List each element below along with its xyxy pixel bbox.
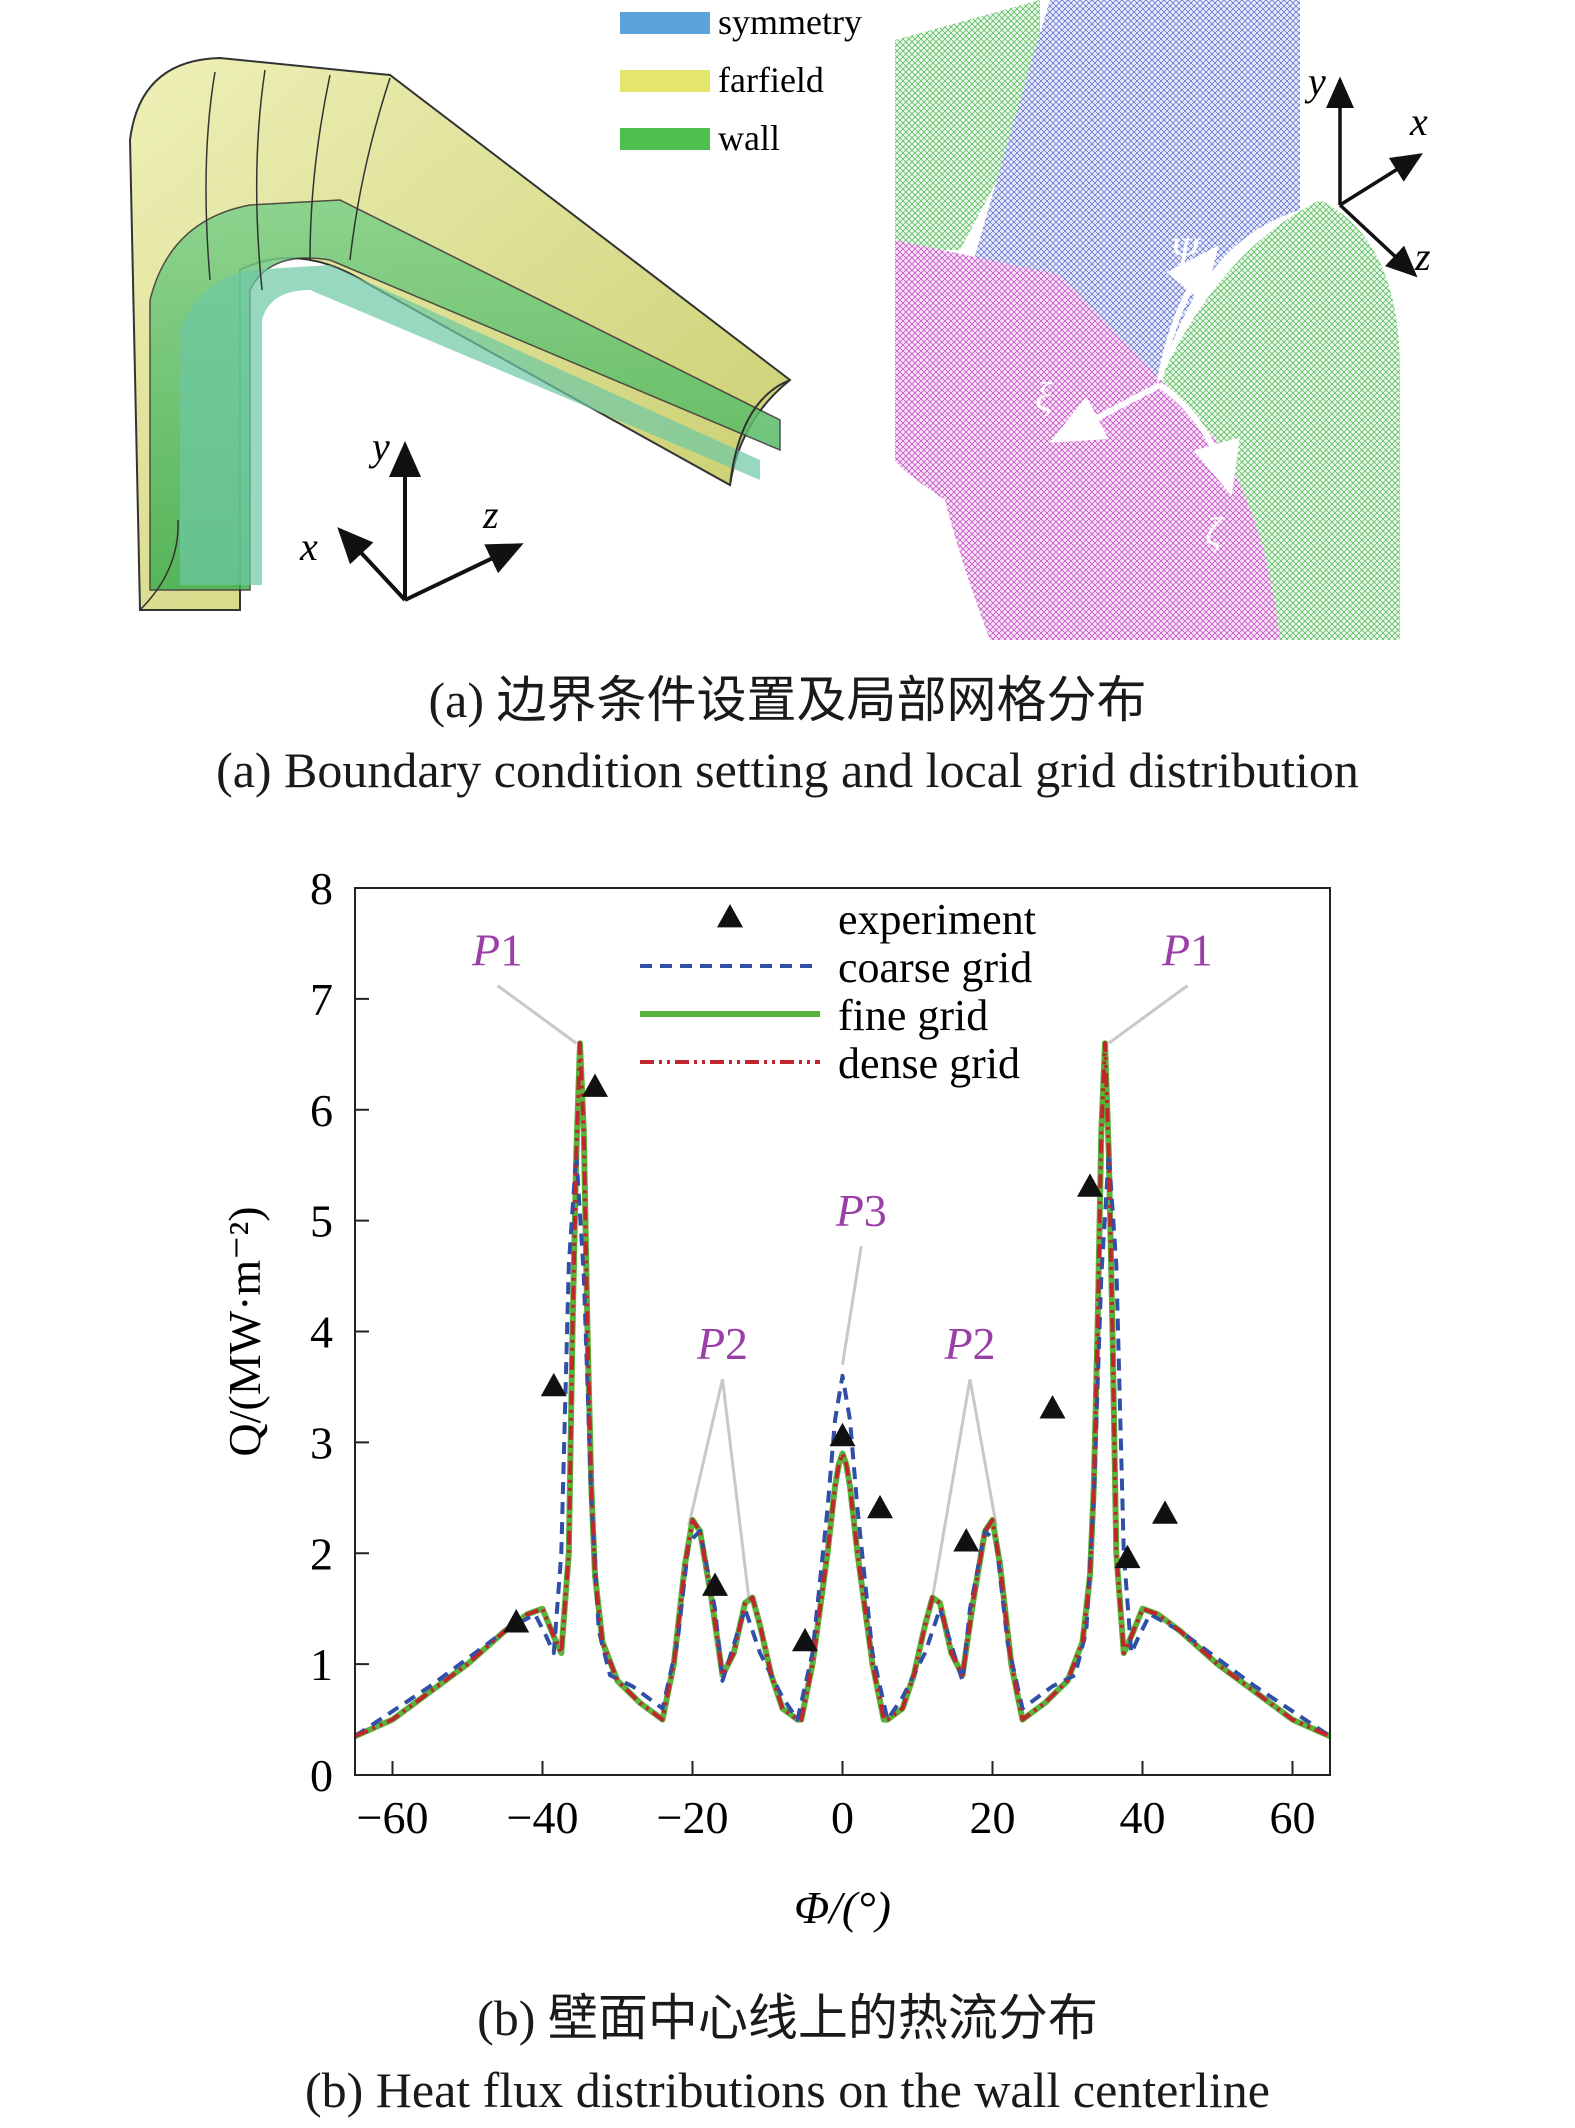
axis-ticks: −60 −40 −20 0 20 40 60 0 1 2 3 4 5 6 7 8 xyxy=(310,863,1316,1843)
experiment-marker xyxy=(582,1073,608,1097)
annotation-label: P1 xyxy=(471,925,523,976)
experiment-marker xyxy=(867,1494,893,1519)
y-tick-label: 2 xyxy=(310,1528,333,1579)
axes-right: y x z xyxy=(1304,59,1431,279)
experiment-marker xyxy=(953,1528,980,1552)
series-line-coarse-grid xyxy=(353,1152,1332,1738)
x-tick-label: 0 xyxy=(831,1792,854,1843)
legend-label-wall: wall xyxy=(718,118,780,158)
annotation-leader-line xyxy=(841,1245,863,1365)
panel-a-geometry-figure: y z x symmetry farfield wall Ψ ξ ζ xyxy=(0,0,1575,660)
annotation-label: P1 xyxy=(1161,925,1213,976)
axis-left-z-label: z xyxy=(482,492,499,537)
experiment-markers xyxy=(503,1073,1178,1652)
legend-label: experiment xyxy=(838,895,1036,944)
experiment-marker xyxy=(1077,1173,1103,1197)
experiment-marker xyxy=(1039,1395,1066,1419)
y-tick-label: 4 xyxy=(310,1307,333,1358)
annotation-label: P3 xyxy=(835,1185,887,1236)
annotation-label: P2 xyxy=(943,1318,995,1369)
axes-left: y z x xyxy=(299,424,524,602)
x-tick-label: 20 xyxy=(970,1792,1016,1843)
legend-label: dense grid xyxy=(838,1039,1020,1088)
x-tick-label: 40 xyxy=(1120,1792,1166,1843)
x-tick-label: −20 xyxy=(657,1792,729,1843)
psi-label: Ψ xyxy=(1170,229,1202,274)
local-mesh-view: Ψ ξ ζ xyxy=(895,0,1400,640)
annotation-leader-line xyxy=(687,1378,724,1526)
legend-label-symmetry: symmetry xyxy=(718,2,862,42)
annotation-label: P2 xyxy=(696,1318,748,1369)
experiment-marker xyxy=(1114,1544,1141,1569)
legend-label: fine grid xyxy=(838,991,988,1040)
x-tick-label: −60 xyxy=(357,1792,429,1843)
caption-a-english: (a) Boundary condition setting and local… xyxy=(216,742,1359,798)
annotation-leader-line xyxy=(496,984,578,1045)
heat-flux-chart: P1 P1 P2 P2 P3 −60 −40 −20 0 20 40 60 0 1 2 3 4 5 6 7 8 exp… xyxy=(219,863,1332,1933)
y-tick-label: 8 xyxy=(310,863,333,914)
y-tick-label: 6 xyxy=(310,1085,333,1136)
y-tick-label: 3 xyxy=(310,1417,333,1468)
experiment-marker xyxy=(792,1627,818,1652)
annotation-leader-line xyxy=(968,1378,998,1526)
x-axis-label: Φ/(°) xyxy=(794,1882,891,1933)
x-tick-label: −40 xyxy=(507,1792,579,1843)
axis-right-x-label: x xyxy=(1409,99,1428,144)
caption-b-chinese: (b) 壁面中心线上的热流分布 xyxy=(477,1990,1098,2046)
xi-label: ξ xyxy=(1035,374,1053,419)
annotation-layer: P1 P1 P2 P2 P3 xyxy=(471,925,1213,1598)
zeta-label: ζ xyxy=(1205,509,1224,554)
series-layer xyxy=(353,1040,1332,1739)
y-tick-label: 1 xyxy=(310,1639,333,1690)
bent-body-3d xyxy=(128,56,792,611)
legend-swatch-farfield xyxy=(620,70,710,92)
legend-label: coarse grid xyxy=(838,943,1032,992)
caption-b-english: (b) Heat flux distributions on the wall … xyxy=(304,2062,1270,2118)
geometry-illustration: y z x symmetry farfield wall Ψ ξ ζ xyxy=(128,0,1431,640)
panel-b-heat-flux-chart: P1 P1 P2 P2 P3 −60 −40 −20 0 20 40 60 0 1 2 3 4 5 6 7 8 exp… xyxy=(0,850,1575,2010)
axis-right-z-label: z xyxy=(1414,234,1431,279)
legend-swatch-wall xyxy=(620,128,710,150)
legend-swatch-symmetry xyxy=(620,12,710,34)
annotation-leader-line xyxy=(1107,984,1189,1045)
axis-right-y-label: y xyxy=(1304,59,1326,104)
boundary-legend: symmetry farfield wall xyxy=(620,2,862,158)
annotation-leader-line xyxy=(931,1378,972,1598)
y-tick-label: 7 xyxy=(310,974,333,1025)
y-tick-label: 0 xyxy=(310,1750,333,1801)
annotation-leader-line xyxy=(721,1379,751,1598)
experiment-marker xyxy=(1152,1500,1178,1524)
legend-label-farfield: farfield xyxy=(718,60,824,100)
series-line-dense-grid xyxy=(354,1041,1331,1739)
experiment-marker xyxy=(503,1609,530,1633)
legend-marker-experiment xyxy=(717,903,743,928)
x-tick-label: 60 xyxy=(1270,1792,1316,1843)
axis-left-y-label: y xyxy=(368,424,390,469)
y-tick-label: 5 xyxy=(310,1196,333,1247)
caption-a-chinese: (a) 边界条件设置及局部网格分布 xyxy=(428,672,1147,728)
axis-left-x-label: x xyxy=(299,524,318,569)
experiment-marker xyxy=(540,1372,567,1397)
y-axis-label: Q/(MW·m⁻²) xyxy=(219,1206,270,1456)
experiment-marker xyxy=(829,1422,856,1447)
experiment-marker xyxy=(702,1572,728,1596)
